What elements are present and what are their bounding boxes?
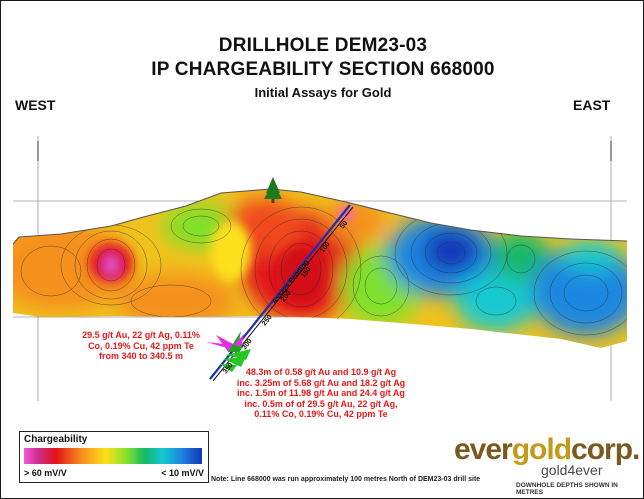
legend-low-label: < 10 mV/V (161, 468, 204, 478)
east-label: EAST (573, 97, 611, 113)
logo-part-gold: gold (511, 433, 572, 466)
right-annotation-line: 0.11% Co, 0.19% Cu, 42 ppm Te (254, 409, 388, 419)
section-subtitle: IP CHARGEABILITY SECTION 668000 (151, 59, 495, 80)
west-label: WEST (15, 97, 56, 113)
section-title: DRILLHOLE DEM23-03 (218, 35, 428, 56)
chargeability-legend: Chargeability > 60 mV/V < 10 mV/V (19, 431, 209, 483)
left-annotation-line: 29.5 g/t Au, 22 g/t Ag, 0.11% (82, 330, 200, 340)
chargeability-field (13, 189, 627, 348)
legend-color-bar (24, 448, 202, 464)
drill-site-tree-icon (264, 177, 282, 203)
legend-title: Chargeability (24, 434, 88, 445)
right-annotation-line: inc. 0.5m of of 29.5 g/t Au, 22 g/t Ag, (244, 398, 398, 409)
left-annotation-line: from 340 to 340.5 m (98, 351, 184, 361)
logo-part-corp: corp. (571, 433, 640, 466)
left-assay-annotation: 29.5 g/t Au, 22 g/t Ag, 0.11% Co, 0.19% … (61, 330, 221, 362)
right-annotation-line: inc. 3.25m of 5.68 g/t Au and 18.2 g/t A… (236, 377, 406, 388)
right-annotation-line: 48.3m of 0.58 g/t Au and 10.9 g/t Ag (245, 367, 397, 377)
depth-units-note: DOWNHOLE DEPTHS SHOWN IN METRES (516, 482, 618, 496)
legend-high-label: > 60 mV/V (24, 468, 67, 478)
footer-note: Note: Line 668000 was run approximately … (211, 476, 481, 483)
evergold-logo: evergoldcorp. (454, 433, 640, 467)
assay-bars (206, 331, 251, 372)
logo-part-ever: ever (454, 433, 513, 466)
right-assay-annotation: 48.3m of 0.58 g/t Au and 10.9 g/t Ag inc… (221, 367, 421, 420)
left-annotation-line: Co, 0.19% Cu, 42 ppm Te (88, 340, 194, 351)
logo-tagline: gold4ever (541, 462, 603, 478)
easting-ticks (37, 141, 612, 161)
right-annotation-line: inc. 1.5m of 11.98 g/t Au and 24.4 g/t A… (237, 388, 405, 398)
topography-line (12, 188, 628, 245)
section-caption: Initial Assays for Gold (254, 85, 392, 100)
